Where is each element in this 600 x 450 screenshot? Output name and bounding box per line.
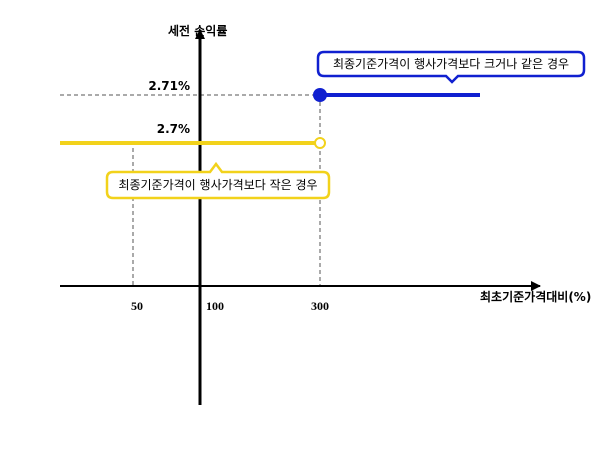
y-tick-label-2-71: 2.71% <box>148 79 190 93</box>
callout-upper: 최종기준가격이 행사가격보다 크거나 같은 경우 <box>316 50 586 84</box>
callout-lower-bubble <box>105 161 331 200</box>
x-tick-label-50: 50 <box>131 299 143 313</box>
x-axis-label: 최초기준가격대비(%) <box>480 289 591 304</box>
series-point-open <box>314 137 326 149</box>
y-axis-label: 세전 손익률 <box>168 23 227 38</box>
callout-lower-text: 최종기준가격이 행사가격보다 작은 경우 <box>118 177 317 192</box>
callout-upper-text: 최종기준가격이 행사가격보다 크거나 같은 경우 <box>333 56 569 71</box>
callout-upper-bubble <box>316 50 586 84</box>
y-tick-label-2-7: 2.7% <box>157 122 190 136</box>
series-point-filled <box>313 88 327 102</box>
callout-lower: 최종기준가격이 행사가격보다 작은 경우 <box>105 161 331 200</box>
x-tick-label-100: 100 <box>206 299 224 313</box>
x-tick-label-300: 300 <box>311 299 329 313</box>
